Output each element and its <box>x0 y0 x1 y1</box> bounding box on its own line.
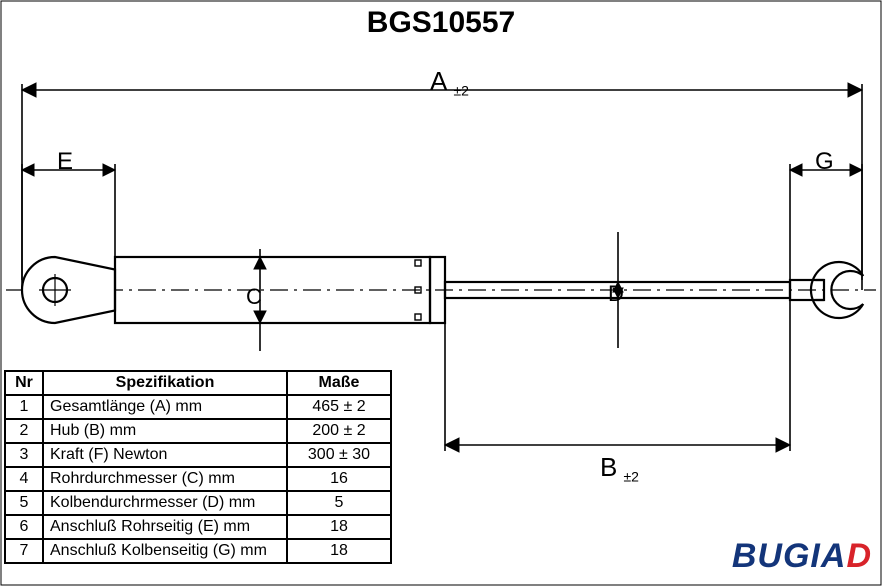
cell-nr: 7 <box>5 539 43 563</box>
table-row: 7Anschluß Kolbenseitig (G) mm18 <box>5 539 391 563</box>
table-header-row: Nr Spezifikation Maße <box>5 371 391 395</box>
dim-label-D: D <box>608 281 624 307</box>
cell-mass: 16 <box>287 467 391 491</box>
table-row: 6Anschluß Rohrseitig (E) mm18 <box>5 515 391 539</box>
cell-mass: 18 <box>287 515 391 539</box>
spec-table: Nr Spezifikation Maße 1Gesamtlänge (A) m… <box>4 370 392 564</box>
dim-label-E: E <box>57 148 73 176</box>
cell-mass: 465 ± 2 <box>287 395 391 419</box>
cell-nr: 4 <box>5 467 43 491</box>
cell-nr: 2 <box>5 419 43 443</box>
cell-spez: Hub (B) mm <box>43 419 287 443</box>
cell-nr: 3 <box>5 443 43 467</box>
cell-nr: 1 <box>5 395 43 419</box>
cell-spez: Kraft (F) Newton <box>43 443 287 467</box>
cell-spez: Anschluß Rohrseitig (E) mm <box>43 515 287 539</box>
cell-nr: 5 <box>5 491 43 515</box>
cell-nr: 6 <box>5 515 43 539</box>
cell-spez: Kolbendurchrmesser (D) mm <box>43 491 287 515</box>
col-mass: Maße <box>287 371 391 395</box>
cell-mass: 18 <box>287 539 391 563</box>
dim-label-G: G <box>815 148 834 176</box>
cell-mass: 200 ± 2 <box>287 419 391 443</box>
col-nr: Nr <box>5 371 43 395</box>
dim-label-B: B ±2 <box>600 452 639 484</box>
table-row: 2Hub (B) mm200 ± 2 <box>5 419 391 443</box>
cell-mass: 300 ± 30 <box>287 443 391 467</box>
dim-label-C: C <box>246 284 262 310</box>
table-row: 1Gesamtlänge (A) mm465 ± 2 <box>5 395 391 419</box>
cell-mass: 5 <box>287 491 391 515</box>
dim-label-A: A ±2 <box>430 66 469 98</box>
table-row: 5Kolbendurchrmesser (D) mm5 <box>5 491 391 515</box>
col-spez: Spezifikation <box>43 371 287 395</box>
table-row: 3Kraft (F) Newton300 ± 30 <box>5 443 391 467</box>
cell-spez: Anschluß Kolbenseitig (G) mm <box>43 539 287 563</box>
table-row: 4Rohrdurchmesser (C) mm16 <box>5 467 391 491</box>
cell-spez: Rohrdurchmesser (C) mm <box>43 467 287 491</box>
cell-spez: Gesamtlänge (A) mm <box>43 395 287 419</box>
brand-logo: BUGIAD <box>732 537 872 576</box>
